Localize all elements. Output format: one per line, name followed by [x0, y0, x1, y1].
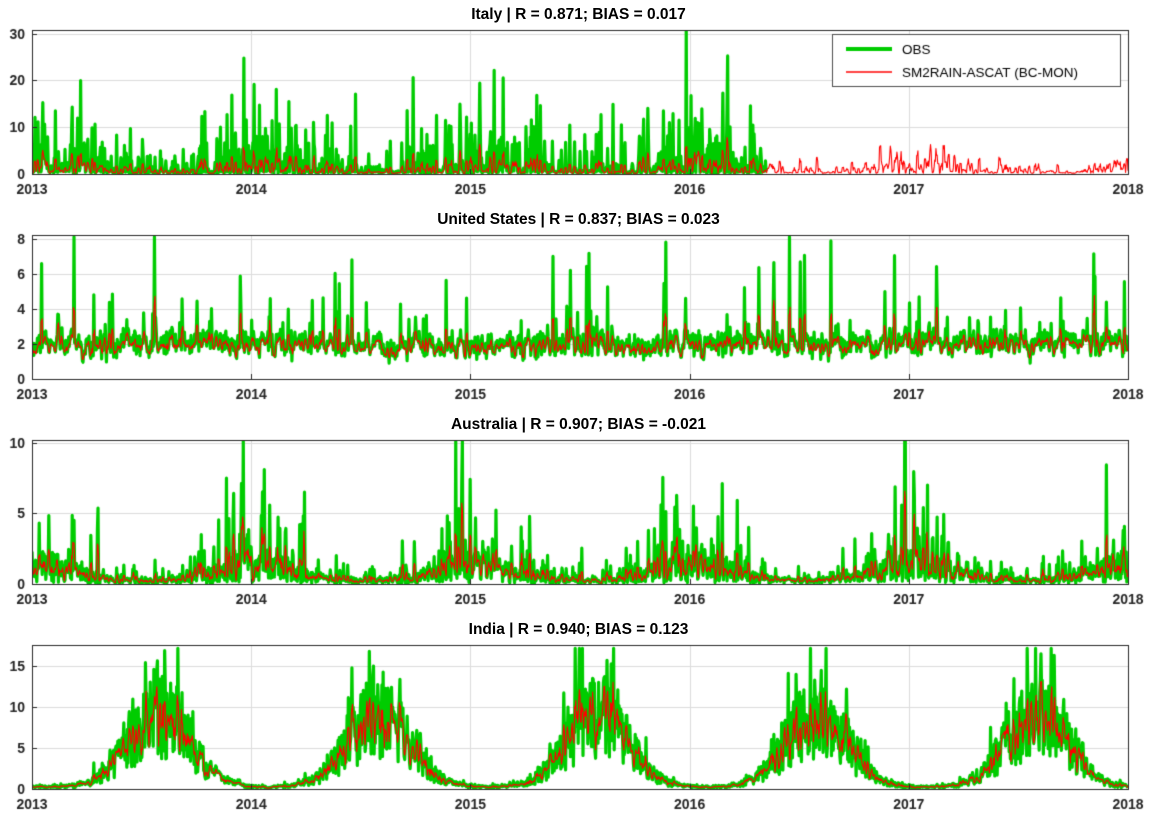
panel-italy: Italy | R = 0.871; BIAS = 0.017	[0, 2, 1157, 207]
panel-india: India | R = 0.940; BIAS = 0.123	[0, 617, 1157, 822]
united-states-timeseries-plot	[0, 231, 1157, 412]
panel-title-australia: Australia | R = 0.907; BIAS = -0.021	[450, 416, 707, 433]
panel-title-united-states: United States | R = 0.837; BIAS = 0.023	[437, 211, 720, 228]
india-timeseries-plot	[0, 641, 1157, 822]
panel-united-states: United States | R = 0.837; BIAS = 0.023	[0, 207, 1157, 412]
panel-australia: Australia | R = 0.907; BIAS = -0.021	[0, 412, 1157, 617]
australia-timeseries-plot	[0, 436, 1157, 617]
panel-title-india: India | R = 0.940; BIAS = 0.123	[468, 621, 689, 638]
panel-title-italy: Italy | R = 0.871; BIAS = 0.017	[471, 6, 686, 23]
italy-timeseries-plot	[0, 26, 1157, 207]
